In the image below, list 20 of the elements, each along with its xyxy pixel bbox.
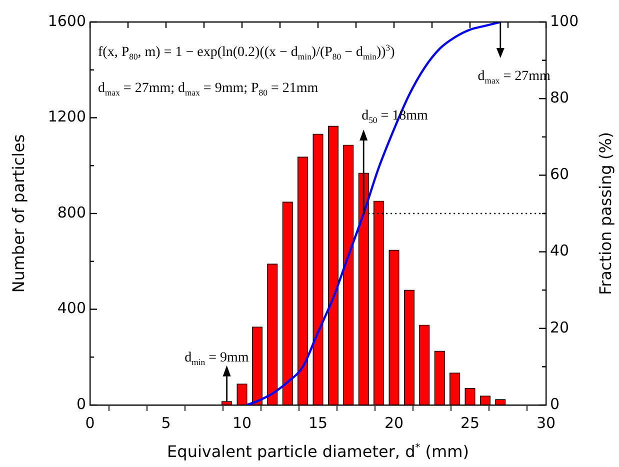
- x-tick-label: 25: [460, 414, 480, 432]
- x-tick-label: 10: [232, 414, 252, 432]
- y2-tick-label: 20: [550, 318, 570, 336]
- y-tick-label: 0: [76, 394, 86, 413]
- y-axis-title: Number of particles: [9, 134, 28, 293]
- y2-tick-label: 100: [550, 12, 579, 30]
- y2-tick-label: 0: [550, 394, 560, 413]
- x-tick-label: 20: [384, 414, 404, 432]
- y-tick-label: 1600: [48, 12, 86, 30]
- x-tick-label: 5: [161, 414, 171, 432]
- y-tick-label: 800: [57, 203, 86, 222]
- y2-tick-label: 60: [550, 165, 570, 184]
- y-tick-label: 1200: [48, 108, 86, 126]
- y2-axis-title: Fraction passing (%): [596, 132, 615, 296]
- y2-tick-label: 80: [550, 88, 570, 106]
- x-tick-label: 15: [308, 414, 328, 432]
- y-tick-label: 400: [57, 299, 86, 318]
- x-axis-title: Equivalent particle diameter, d* (mm): [167, 442, 469, 461]
- x-tick-label: 30: [536, 414, 556, 432]
- y2-tick-label: 40: [550, 242, 570, 260]
